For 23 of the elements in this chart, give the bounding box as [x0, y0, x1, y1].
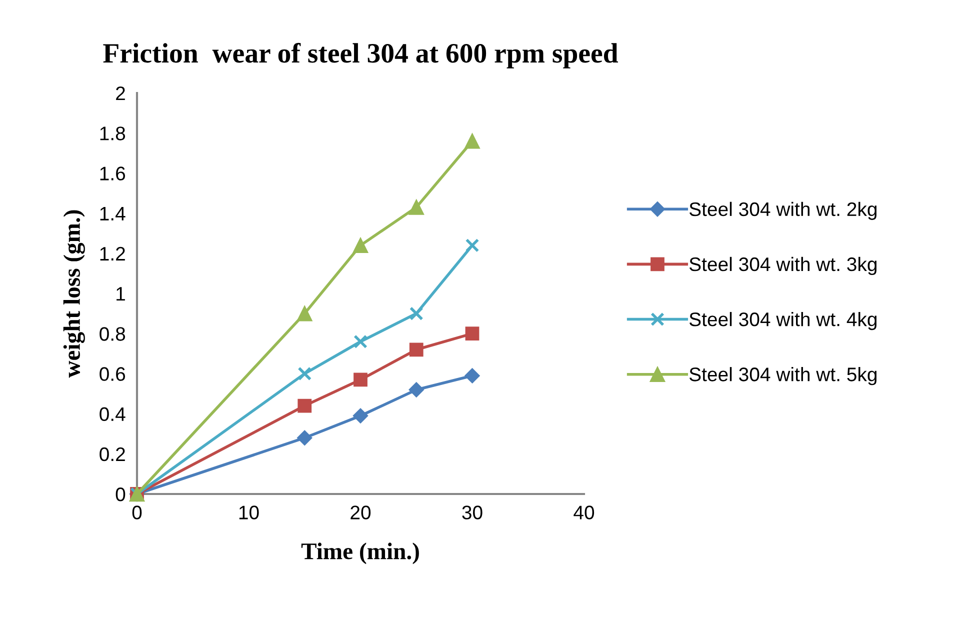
legend-label: Steel 304 with wt. 5kg — [689, 367, 876, 386]
y-tick-label: 1.6 — [100, 166, 126, 180]
x-tick-label: 30 — [462, 506, 482, 520]
y-tick-label: 0.4 — [100, 407, 126, 422]
x-tick-label: 40 — [574, 506, 594, 520]
y-tick-label: 1.8 — [100, 126, 126, 140]
y-tick-label: 0.8 — [100, 327, 126, 341]
legend-label: Steel 304 with wt. 4kg — [689, 312, 876, 330]
x-tick-label: 20 — [350, 506, 371, 520]
y-tick-label: 0.6 — [100, 367, 126, 381]
legend-label: Steel 304 with wt. 2kg — [689, 202, 876, 220]
x-tick-label: 0 — [132, 506, 142, 520]
x-axis-title: Time (min.) — [301, 542, 419, 564]
legend-label: Steel 304 with wt. 3kg — [689, 256, 876, 276]
y-tick-label: 1.2 — [100, 246, 125, 260]
y-tick-label: 1.4 — [100, 206, 126, 220]
x-tick-label: 10 — [239, 506, 259, 520]
y-tick-label: 0.2 — [100, 447, 125, 462]
y-tick-label: 2 — [116, 86, 125, 100]
y-axis-title: weight loss (gm.) — [63, 210, 85, 378]
chart-title: Friction wear of steel 304 at 600 rpm speed — [103, 42, 618, 68]
y-tick-label: 0 — [116, 487, 126, 502]
y-tick-label: 1 — [116, 287, 125, 301]
